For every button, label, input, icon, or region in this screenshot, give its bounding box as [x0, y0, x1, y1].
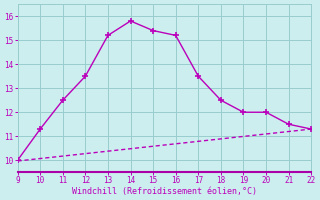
X-axis label: Windchill (Refroidissement éolien,°C): Windchill (Refroidissement éolien,°C) — [72, 187, 257, 196]
